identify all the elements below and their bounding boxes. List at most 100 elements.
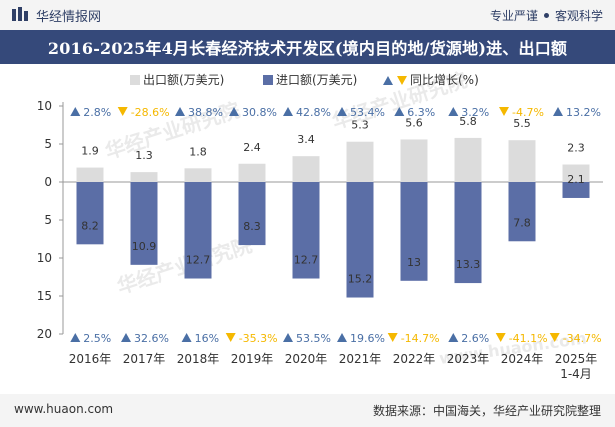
chart-title: 2016-2025年4月长春经济技术开发区(境内目的地/货源地)进、出口额 <box>47 39 568 58</box>
growth-down-icon <box>225 333 236 342</box>
export-bar <box>130 172 158 182</box>
growth-value: -41.1% <box>509 332 548 345</box>
import-growth-label: -34.7% <box>549 332 602 345</box>
growth-value: 2.6% <box>461 332 489 345</box>
slogan-dot-icon <box>543 13 549 18</box>
import-value-label: 10.9 <box>132 240 157 253</box>
growth-up-icon <box>337 333 347 342</box>
export-value-label: 2.3 <box>567 142 585 155</box>
export-growth-label: 3.2% <box>448 106 489 119</box>
legend-import-label: 进口额(万美元) <box>276 73 357 87</box>
import-value-label: 8.2 <box>81 219 99 232</box>
import-growth-label: 2.5% <box>70 332 111 345</box>
import-growth-label: -41.1% <box>495 332 548 345</box>
growth-value: 32.6% <box>134 332 169 345</box>
slogan-tag-2: 客观科学 <box>554 9 603 23</box>
y-tick-label: 20 <box>37 327 52 341</box>
import-value-label: 13.3 <box>456 258 481 271</box>
import-value-label: 7.8 <box>513 216 531 229</box>
export-growth-label: 53.4% <box>337 106 385 119</box>
export-value-label: 3.4 <box>297 133 315 146</box>
brand-name: 华经情报网 <box>36 10 102 25</box>
growth-value: -28.6% <box>131 106 170 119</box>
export-bar <box>508 140 536 182</box>
growth-value: 42.8% <box>296 106 331 119</box>
import-bar <box>238 182 266 246</box>
growth-down-icon <box>387 333 398 342</box>
growth-value: -34.7% <box>563 332 602 345</box>
growth-up-icon <box>181 333 192 342</box>
export-value-label: 1.8 <box>189 145 207 158</box>
growth-value: -4.7% <box>512 106 544 119</box>
growth-value: 53.4% <box>350 106 385 119</box>
title-bar: 2016-2025年4月长春经济技术开发区(境内目的地/货源地)进、出口额 <box>0 30 615 64</box>
import-value-label: 2.1 <box>567 173 585 186</box>
growth-up-icon <box>283 333 293 342</box>
x-tick-label: 2016年 <box>69 352 112 366</box>
export-bar <box>238 163 266 182</box>
slogan: 专业严谨 客观科学 <box>490 7 603 24</box>
export-growth-label: 38.8% <box>175 106 223 119</box>
legend-growth-up-icon <box>383 76 393 85</box>
x-tick-label: 1-4月 <box>560 367 592 381</box>
import-growth-label: 16% <box>181 332 219 345</box>
export-growth-label: -28.6% <box>117 106 170 119</box>
plot-area: 华经产业研究院 华经产业研究院 华经产业研究院 www.huaon.com 出口额(万… <box>0 64 615 394</box>
x-tick-label: 2018年 <box>177 352 220 366</box>
import-growth-label: 32.6% <box>121 332 169 345</box>
growth-up-icon <box>448 333 459 342</box>
growth-down-icon <box>117 107 128 116</box>
import-growth-label: 19.6% <box>337 332 385 345</box>
import-value-label: 15.2 <box>348 273 373 286</box>
export-bar <box>400 139 428 182</box>
export-growth-label: -4.7% <box>499 106 544 119</box>
import-growth-label: 53.5% <box>283 332 331 345</box>
growth-value: -35.3% <box>239 332 278 345</box>
import-bar <box>508 182 536 242</box>
x-tick-label: 2017年 <box>123 352 166 366</box>
import-bar <box>346 182 374 298</box>
legend-export-label: 出口额(万美元) <box>143 73 224 87</box>
export-value-label: 5.6 <box>405 116 423 129</box>
x-tick-label: 2019年 <box>231 352 274 366</box>
y-tick-label: 10 <box>37 99 52 113</box>
import-value-label: 12.7 <box>294 254 319 267</box>
growth-up-icon <box>175 107 185 116</box>
growth-value: 38.8% <box>188 106 223 119</box>
growth-value: 16% <box>195 332 219 345</box>
growth-down-icon <box>549 333 560 342</box>
growth-up-icon <box>394 107 405 116</box>
growth-value: 53.5% <box>296 332 331 345</box>
export-bar <box>184 168 212 182</box>
export-bar <box>292 156 320 182</box>
import-bar <box>562 182 590 198</box>
growth-up-icon <box>337 107 347 116</box>
growth-value: 2.5% <box>83 332 111 345</box>
export-value-label: 2.4 <box>243 141 261 154</box>
legend-growth-down-icon <box>397 76 407 85</box>
top-bar: 华经情报网 专业严谨 客观科学 <box>0 0 615 28</box>
growth-up-icon <box>121 333 131 342</box>
y-tick-label: 5 <box>44 137 52 151</box>
footer-website: www.huaon.com <box>14 402 114 416</box>
import-bar <box>184 182 212 279</box>
x-tick-label: 2025年 <box>555 352 598 366</box>
import-bar <box>292 182 320 279</box>
growth-value: 3.2% <box>461 106 489 119</box>
export-value-label: 1.3 <box>135 149 153 162</box>
export-bar <box>562 164 590 182</box>
x-tick-label: 2022年 <box>393 352 436 366</box>
export-value-label: 5.3 <box>351 119 369 132</box>
y-tick-label: 5 <box>44 213 52 227</box>
import-growth-label: 2.6% <box>448 332 489 345</box>
x-tick-label: 2024年 <box>501 352 544 366</box>
x-tick-label: 2020年 <box>285 352 328 366</box>
import-value-label: 12.7 <box>186 254 211 267</box>
growth-value: 13.2% <box>566 106 601 119</box>
export-growth-label: 2.8% <box>70 106 111 119</box>
growth-up-icon <box>229 107 239 116</box>
export-value-label: 5.5 <box>513 117 531 130</box>
growth-value: -14.7% <box>401 332 440 345</box>
